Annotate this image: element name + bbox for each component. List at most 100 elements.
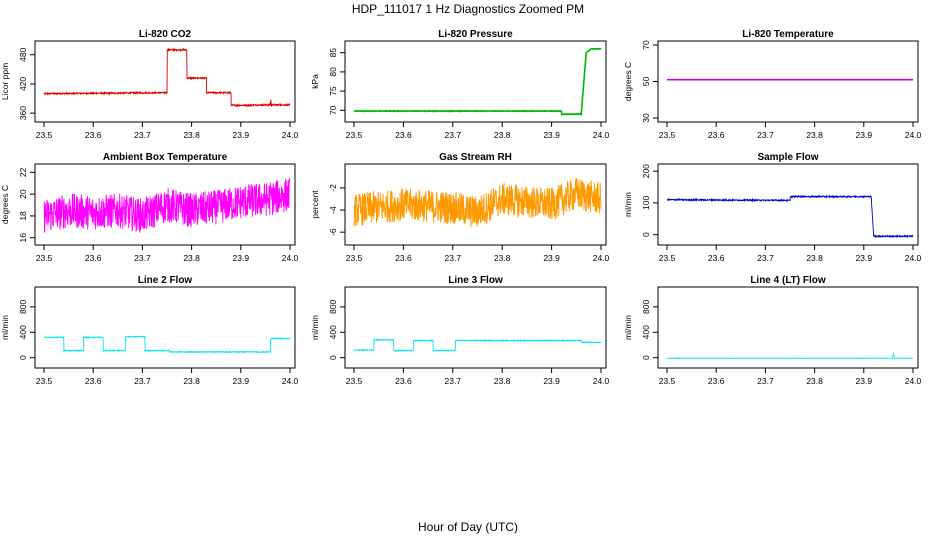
panels: Li-820 CO2 Licor ppm 23.5 23.6 23.7 23.8 23.9 2…: [0, 29, 922, 386]
x-tick-label: 24.0: [593, 253, 610, 263]
x-tick-label: 23.9: [543, 130, 560, 140]
panel-title: Li-820 Temperature: [742, 29, 834, 40]
x-tick-label: 23.9: [543, 376, 560, 386]
plot-frame: [34, 40, 296, 123]
x-tick-label: 23.8: [183, 376, 200, 386]
x-tick-label: 23.5: [346, 130, 363, 140]
plot-frame: [657, 40, 919, 123]
panel-4: Ambient Box Temperature degrees C 23.5 23.6…: [0, 152, 299, 263]
x-tick-label: 24.0: [593, 130, 610, 140]
series-line: [43, 335, 291, 354]
x-tick-label: 23.5: [36, 376, 53, 386]
panel-7: Line 2 Flow ml/min 23.5 23.6 23.7 23.8 23.9 24.…: [0, 275, 299, 386]
x-tick-label: 23.5: [346, 376, 363, 386]
y-tick-label: 85: [328, 48, 338, 58]
x-tick-label: 23.5: [659, 130, 676, 140]
plot-frame: [657, 286, 919, 369]
series-line: [353, 338, 602, 353]
figure-x-label: Hour of Day (UTC): [418, 520, 518, 534]
x-tick-label: 24.0: [905, 130, 922, 140]
x-tick-label: 24.0: [593, 376, 610, 386]
x-tick-label: 23.5: [346, 253, 363, 263]
y-tick-label: 75: [328, 86, 338, 96]
panel-1: Li-820 CO2 Licor ppm 23.5 23.6 23.7 23.8 23.9 2…: [0, 29, 299, 140]
panel-title: Gas Stream RH: [439, 152, 512, 163]
y-axis-label: percent: [310, 190, 320, 219]
series-line: [353, 47, 602, 117]
panel-5: Gas Stream RH percent 23.5 23.6 23.7 23.8 23.9…: [310, 152, 610, 263]
x-tick-label: 23.6: [708, 130, 725, 140]
x-tick-label: 24.0: [905, 253, 922, 263]
y-tick-label: 0: [328, 355, 338, 360]
series-line: [43, 47, 291, 108]
series-line: [666, 194, 914, 239]
panel-title: Li-820 Pressure: [438, 29, 513, 40]
y-tick-label: 800: [641, 300, 651, 314]
x-tick-label: 23.9: [233, 253, 250, 263]
y-tick-label: 80: [328, 67, 338, 77]
x-tick-label: 23.8: [806, 130, 823, 140]
plot-frame: [344, 163, 607, 246]
y-axis-label: ml/min: [623, 315, 633, 340]
plot-frame: [344, 286, 607, 369]
x-tick-label: 23.8: [183, 130, 200, 140]
series-line: [353, 177, 602, 227]
x-tick-label: 23.7: [757, 253, 774, 263]
x-tick-label: 24.0: [282, 376, 299, 386]
y-tick-label: -4: [328, 206, 338, 214]
y-axis-label: degrees C: [0, 185, 10, 224]
panel-6: Sample Flow ml/min 23.5 23.6 23.7 23.8 23.9 24.…: [623, 152, 922, 263]
x-tick-label: 23.7: [445, 253, 462, 263]
y-tick-label: 360: [18, 106, 28, 120]
plot-frame: [657, 163, 919, 246]
x-tick-label: 23.8: [806, 253, 823, 263]
x-tick-label: 23.5: [659, 253, 676, 263]
y-axis-label: ml/min: [623, 192, 633, 217]
y-tick-label: 800: [18, 300, 28, 314]
y-tick-label: 50: [641, 77, 651, 87]
series-line: [666, 352, 914, 360]
x-tick-label: 23.6: [85, 376, 102, 386]
x-tick-label: 23.8: [494, 376, 511, 386]
y-tick-label: 20: [18, 189, 28, 199]
y-tick-label: 70: [641, 40, 651, 50]
y-tick-label: 480: [18, 47, 28, 61]
y-tick-label: 0: [641, 355, 651, 360]
panel-2: Li-820 Pressure kPa 23.5 23.6 23.7 23.8 23.9 24…: [310, 29, 610, 140]
y-tick-label: 400: [328, 325, 338, 339]
x-tick-label: 24.0: [905, 376, 922, 386]
panel-title: Line 2 Flow: [138, 275, 193, 286]
panel-title: Li-820 CO2: [139, 29, 192, 40]
y-axis-label: ml/min: [310, 315, 320, 340]
panel-3: Li-820 Temperature degrees C 23.5 23.6 23.7 2…: [623, 29, 922, 140]
y-tick-label: 30: [641, 113, 651, 123]
x-tick-label: 23.6: [395, 130, 412, 140]
x-tick-label: 23.8: [183, 253, 200, 263]
y-tick-label: 0: [641, 232, 651, 237]
x-tick-label: 23.7: [757, 130, 774, 140]
x-tick-label: 23.5: [36, 253, 53, 263]
y-tick-label: -2: [328, 184, 338, 192]
y-tick-label: 200: [641, 164, 651, 178]
x-tick-label: 24.0: [282, 253, 299, 263]
x-tick-label: 23.6: [708, 253, 725, 263]
x-tick-label: 23.5: [36, 130, 53, 140]
x-tick-label: 24.0: [282, 130, 299, 140]
x-tick-label: 23.7: [445, 130, 462, 140]
y-tick-label: 16: [18, 233, 28, 243]
x-tick-label: 23.7: [134, 130, 151, 140]
x-tick-label: 23.7: [445, 376, 462, 386]
series-line: [43, 177, 291, 233]
figure-title: HDP_111017 1 Hz Diagnostics Zoomed PM: [352, 2, 584, 16]
panel-8: Line 3 Flow ml/min 23.5 23.6 23.7 23.8 23.9 24.…: [310, 275, 610, 386]
y-tick-label: 420: [18, 77, 28, 91]
x-tick-label: 23.9: [856, 130, 873, 140]
x-tick-label: 23.5: [659, 376, 676, 386]
x-tick-label: 23.9: [543, 253, 560, 263]
x-tick-label: 23.8: [494, 130, 511, 140]
x-tick-label: 23.9: [233, 376, 250, 386]
plot-frame: [34, 163, 296, 246]
y-tick-label: 22: [18, 167, 28, 177]
y-tick-label: 400: [18, 325, 28, 339]
